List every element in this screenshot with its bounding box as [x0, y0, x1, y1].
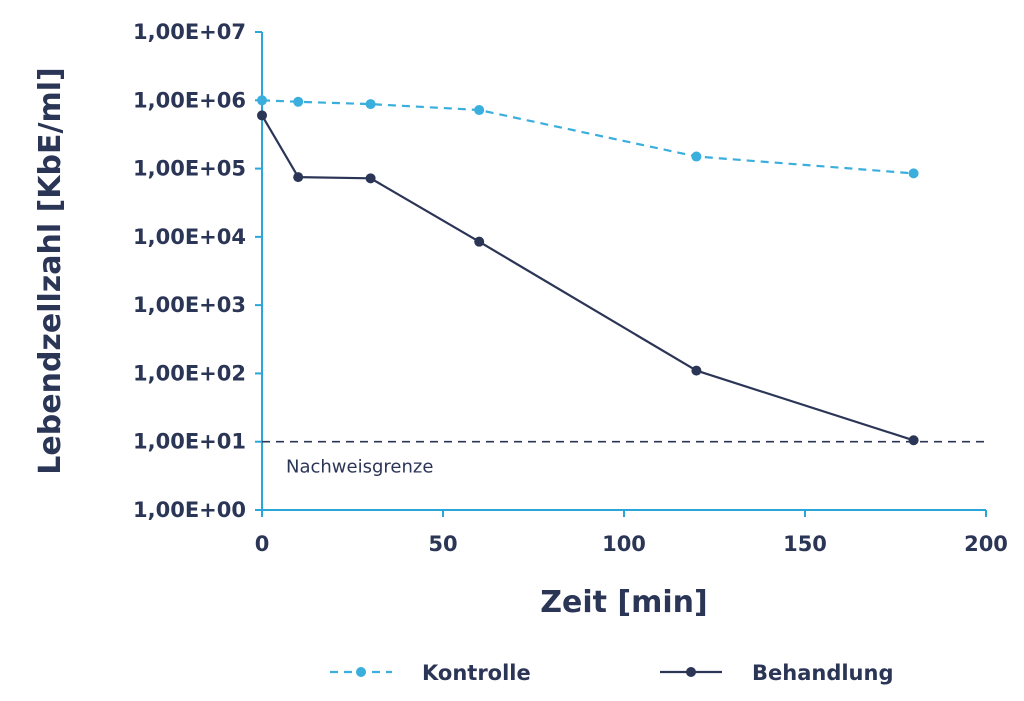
data-point: [257, 95, 267, 106]
detection-limit-label: Nachweisgrenze: [286, 457, 433, 478]
legend-label: Kontrolle: [422, 661, 531, 685]
x-axis-ticks: 0 50 100 150 200: [255, 510, 1008, 556]
data-point: [257, 110, 267, 121]
x-tick-label: 0: [255, 532, 270, 556]
y-tick-label: 1,00E+05: [133, 157, 246, 181]
data-point: [908, 435, 919, 446]
y-tick-label: 1,00E+00: [133, 498, 246, 522]
legend-label: Behandlung: [752, 661, 893, 685]
y-tick-label: 1,00E+06: [133, 88, 246, 112]
legend-item-behandlung: Behandlung: [660, 661, 893, 685]
series-line: [261, 114, 914, 442]
series-kontrolle: [257, 95, 919, 179]
series-behandlung: [257, 110, 919, 446]
y-tick-label: 1,00E+07: [133, 20, 246, 44]
data-point: [474, 105, 485, 116]
series-group: [257, 95, 919, 446]
legend-swatch-marker: [686, 667, 696, 677]
detection-limit: Nachweisgrenze: [262, 440, 986, 478]
x-tick-label: 50: [428, 532, 457, 556]
x-tick-label: 100: [602, 532, 646, 556]
data-point: [365, 173, 376, 184]
x-axis-title: Zeit [min]: [540, 585, 708, 620]
data-point: [365, 99, 376, 110]
data-point: [691, 151, 702, 162]
y-axis-ticks: 1,00E+00 1,00E+01 1,00E+02 1,00E+03 1,00E+04…: [133, 20, 262, 522]
y-tick-label: 1,00E+01: [133, 430, 246, 454]
y-axis-title: Lebendzellzahl [KbE/ml]: [33, 67, 68, 474]
data-point: [474, 236, 485, 247]
y-tick-label: 1,00E+03: [133, 293, 246, 317]
series-line: [261, 99, 914, 175]
legend: Kontrolle Behandlung: [330, 661, 893, 685]
data-point: [908, 168, 919, 179]
legend-swatch-marker: [356, 667, 366, 677]
y-tick-label: 1,00E+02: [133, 361, 246, 385]
legend-item-kontrolle: Kontrolle: [330, 661, 531, 685]
data-point: [691, 365, 702, 376]
x-tick-label: 200: [964, 532, 1008, 556]
data-point: [293, 96, 304, 107]
data-point: [293, 172, 304, 183]
x-tick-label: 150: [783, 532, 827, 556]
y-tick-label: 1,00E+04: [133, 225, 246, 249]
